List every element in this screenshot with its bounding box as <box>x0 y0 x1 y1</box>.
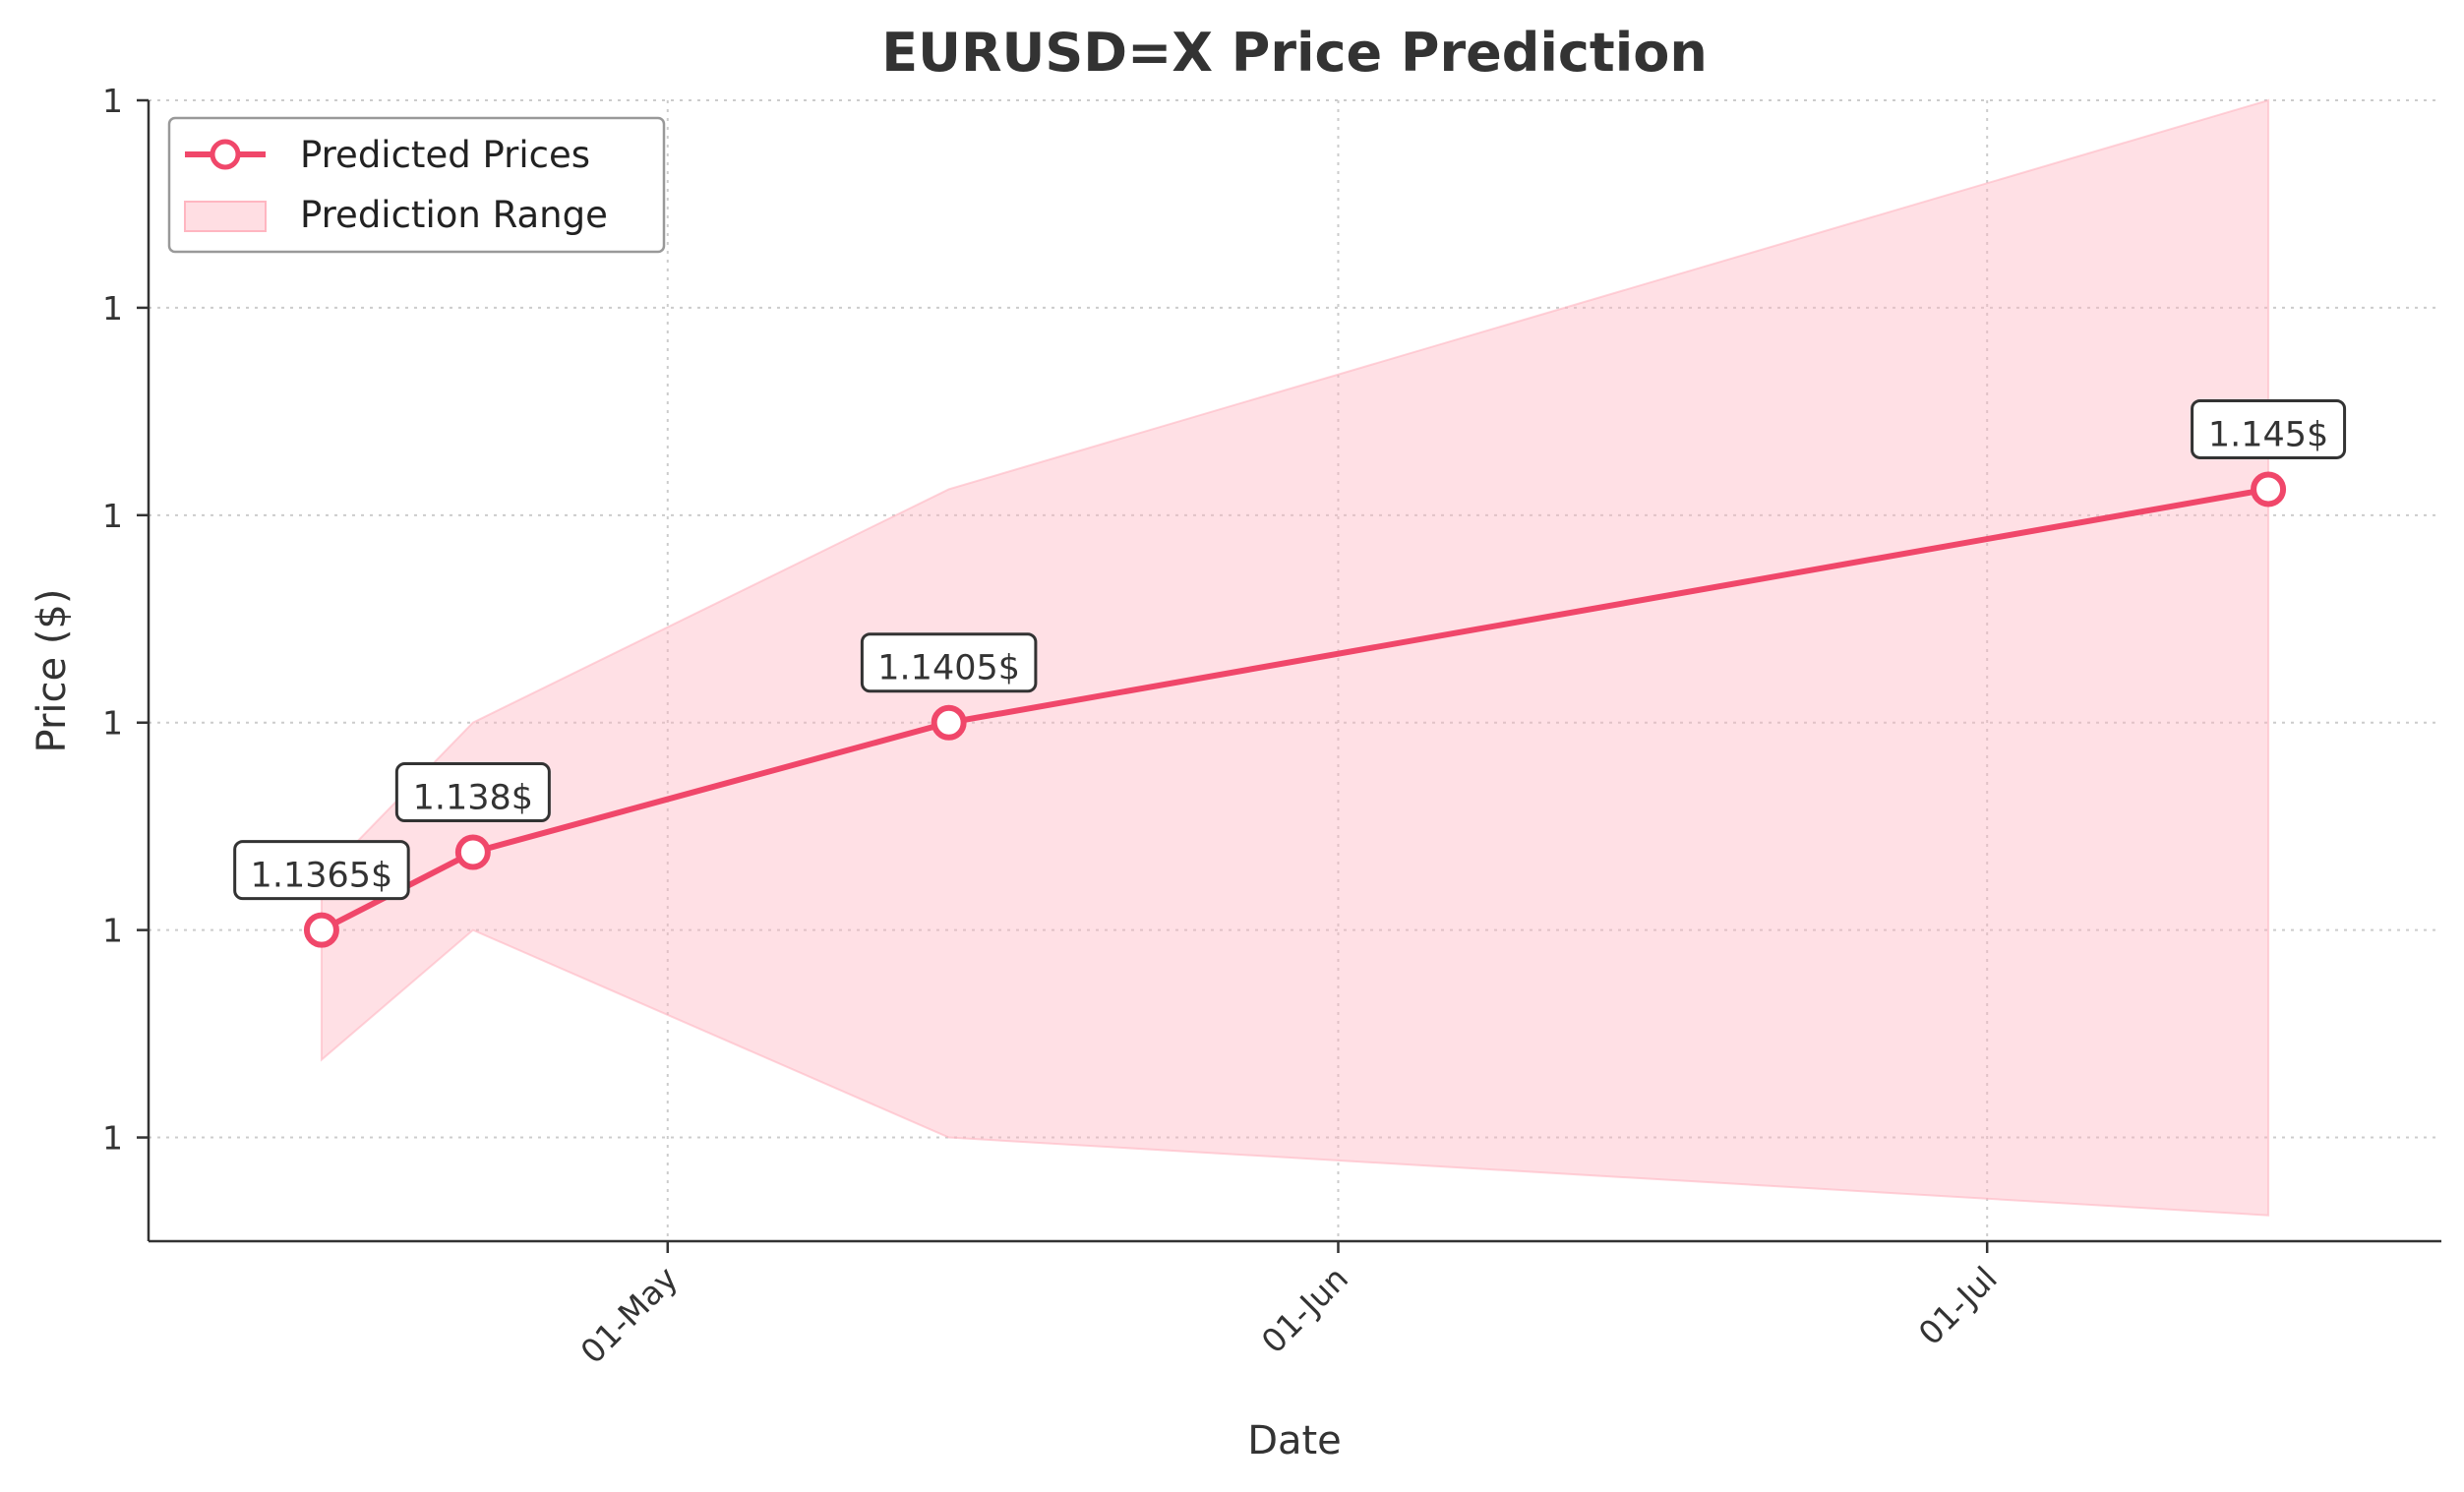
legend-band-swatch <box>184 201 267 232</box>
data-label-3: 1.145$ <box>2191 398 2347 459</box>
legend: Predicted Prices Prediction Range <box>167 116 666 254</box>
y-tick-label-3: 1 <box>102 497 123 535</box>
data-label-text-0: 1.1365$ <box>251 857 393 896</box>
data-label-box-3 <box>2191 398 2347 459</box>
chart-title: EURUSD=X Price Prediction <box>881 22 1708 84</box>
data-label-text-1: 1.138$ <box>413 779 533 818</box>
prediction-range-area <box>320 98 2270 1217</box>
data-label-0: 1.1365$ <box>233 840 410 901</box>
data-point-1 <box>454 834 491 870</box>
x-tick-label-0: 01-May <box>572 1259 685 1371</box>
data-point-2 <box>931 704 967 741</box>
y-tick-label-4: 1 <box>102 289 123 328</box>
y-tick-label-1: 1 <box>102 912 123 950</box>
prediction-range-band <box>320 98 2270 1217</box>
legend-label-prediction-range: Prediction Range <box>300 194 608 236</box>
y-axis-label: Price ($) <box>30 589 75 753</box>
y-tick-label-2: 1 <box>102 704 123 743</box>
y-tick-label-5: 1 <box>102 82 123 120</box>
data-label-text-2: 1.1405$ <box>877 649 1020 688</box>
data-label-text-3: 1.145$ <box>2208 415 2328 454</box>
data-point-3 <box>2251 471 2287 507</box>
axes <box>147 100 2441 1243</box>
data-labels: 1.1365$ 1.138$ 1.1405$ 1.145$ <box>233 398 2347 901</box>
x-axis-label: Date <box>1247 1418 1342 1463</box>
x-tick-label-2: 01-Jul <box>1911 1259 2005 1352</box>
legend-label-predicted-prices: Predicted Prices <box>300 134 590 176</box>
data-point-0 <box>303 912 339 948</box>
legend-box <box>167 116 666 254</box>
grid-lines <box>149 99 2441 1241</box>
x-tick-label-1: 01-Jun <box>1254 1259 1355 1360</box>
legend-marker-swatch <box>210 139 241 170</box>
data-label-box-1 <box>394 762 551 823</box>
data-label-box-0 <box>233 840 410 901</box>
y-tick-label-0: 1 <box>102 1119 123 1158</box>
data-label-1: 1.138$ <box>394 762 551 823</box>
data-label-box-2 <box>860 632 1038 693</box>
data-label-2: 1.1405$ <box>860 632 1038 693</box>
